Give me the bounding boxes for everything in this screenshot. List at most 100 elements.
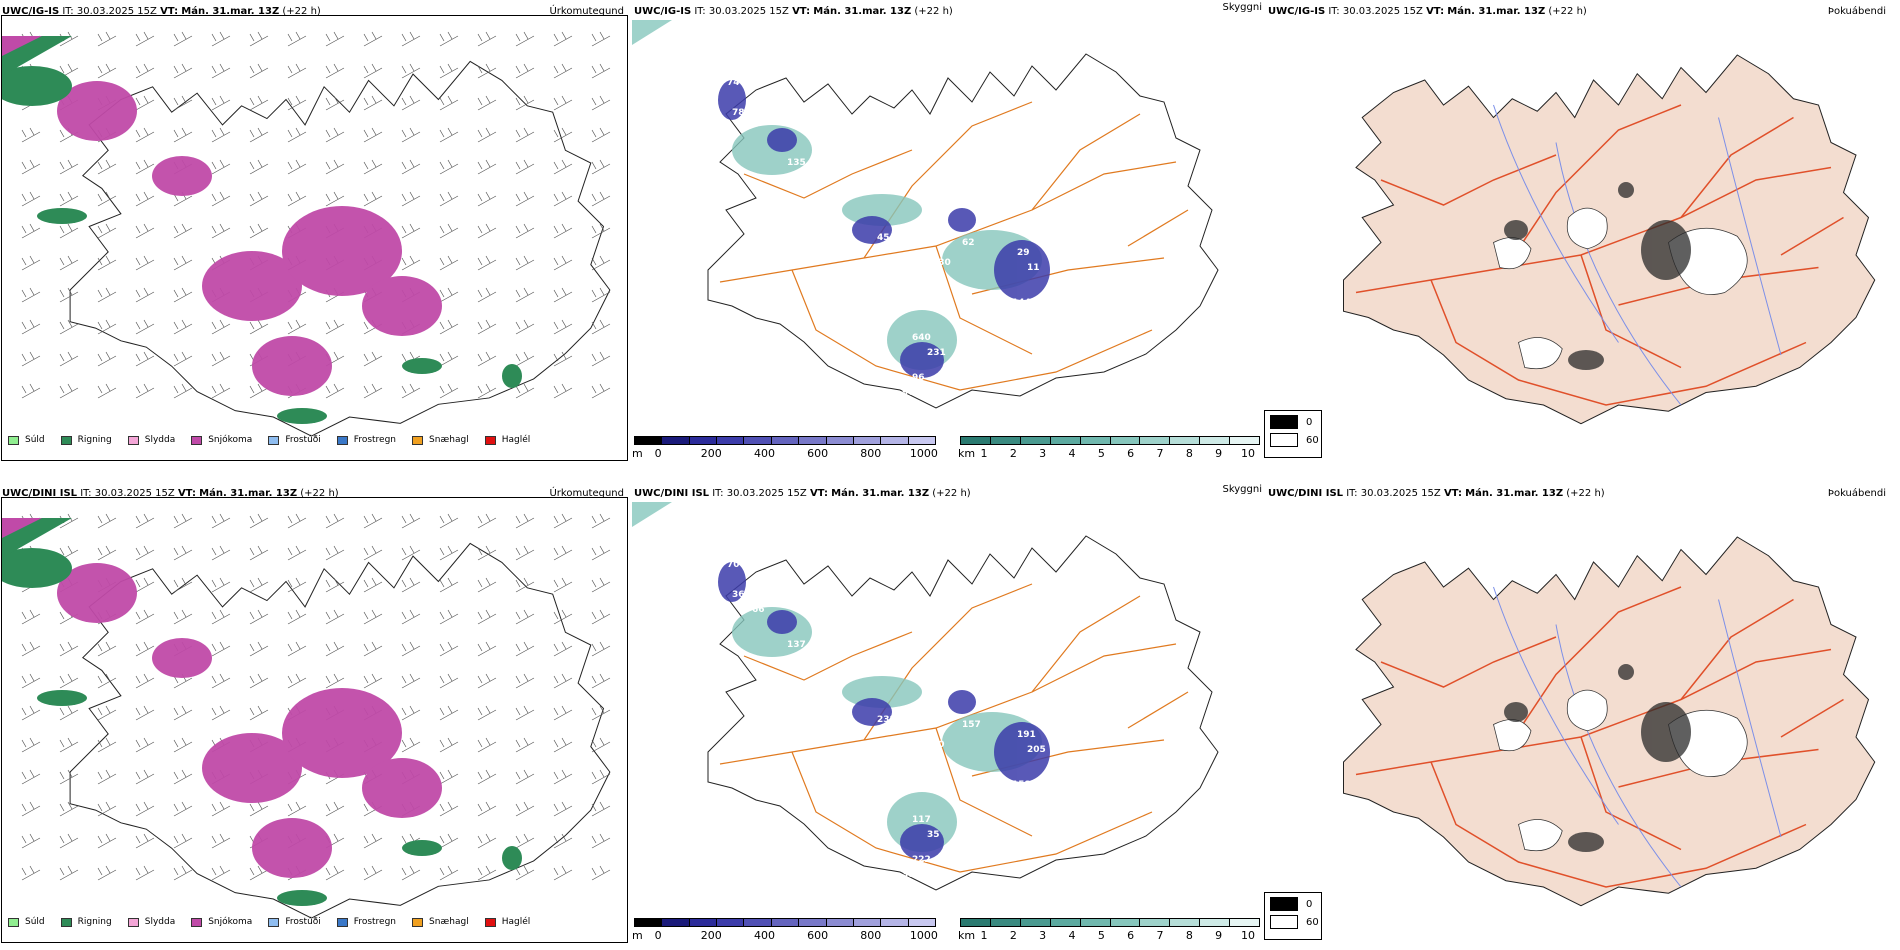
wind-barb [325, 319, 345, 335]
wind-barb [211, 191, 231, 207]
wind-barb [21, 127, 41, 143]
wind-barb [173, 577, 193, 593]
colorbar-tick: 10 [1241, 447, 1255, 460]
legend-item: Frostregn [336, 916, 396, 928]
wind-barb [325, 609, 345, 625]
wind-barb [401, 127, 421, 143]
wind-barb [325, 191, 345, 207]
legend-label: Rigning [77, 917, 112, 927]
wind-barb [325, 641, 345, 657]
wind-barb [287, 159, 307, 175]
wind-barb [591, 865, 611, 881]
colorbar-bin [1200, 437, 1231, 444]
colorbar-tick: 800 [860, 447, 882, 460]
panel-header: UWC/IG-IS IT: 30.03.2025 15Z VT: Mán. 31… [1268, 6, 1587, 17]
wind-barb [173, 127, 193, 143]
wind-barb [591, 769, 611, 785]
wind-barb [553, 95, 573, 111]
visibility-label: 130 [932, 258, 951, 268]
colorbar-strip [960, 436, 1260, 445]
colorbar-strip [634, 918, 936, 927]
wind-barb [173, 865, 193, 881]
wind-barb [135, 159, 155, 175]
wind-barb [439, 31, 459, 47]
colorbar-bin [908, 437, 935, 444]
wind-barb [249, 223, 269, 239]
colorbar-bin [1020, 919, 1051, 926]
fog-panel: UWC/IG-IS IT: 30.03.2025 15Z VT: Mán. 31… [1266, 0, 1900, 468]
legend-swatch [336, 917, 348, 927]
wind-barb [477, 513, 497, 529]
wind-barb [515, 63, 535, 79]
colorbar-tick: 8 [1185, 447, 1193, 460]
wind-barb [287, 641, 307, 657]
km-colorbar: km 1 2 3 4 5 6 7 8 9 10 [958, 918, 1260, 946]
precip-type-panel: UWC/DINI ISL IT: 30.03.2025 15Z VT: Mán.… [0, 482, 630, 950]
visibility-label: 45 [877, 233, 890, 243]
visibility-label: 98 [802, 660, 815, 670]
wind-barb [135, 95, 155, 111]
wind-barb [97, 255, 117, 271]
precip-map [2, 513, 611, 919]
wind-barb [325, 865, 345, 881]
wind-barb [515, 513, 535, 529]
wind-barb [553, 351, 573, 367]
wind-barb [249, 673, 269, 689]
wind-barb [325, 159, 345, 175]
precip-map-frame: Súld Rigning Slydda Snjókoma Frostúði Frostre… [1, 15, 628, 461]
wind-barb [477, 801, 497, 817]
wind-barb [135, 31, 155, 47]
wind-barb [591, 255, 611, 271]
colorbar-tick: 6 [1127, 929, 1135, 942]
wind-barb [135, 513, 155, 529]
colorbar-bin [961, 437, 991, 444]
wind-barb [363, 159, 383, 175]
wind-barb [439, 351, 459, 367]
wind-barb [173, 255, 193, 271]
wind-barb [439, 673, 459, 689]
wind-barb [21, 641, 41, 657]
panel-header: UWC/DINI ISL IT: 30.03.2025 15Z VT: Mán.… [1268, 488, 1605, 499]
wind-barb [59, 191, 79, 207]
wind-barb [477, 641, 497, 657]
visibility-panel: UWC/IG-IS IT: 30.03.2025 15Z VT: Mán. 31… [632, 0, 1264, 468]
precip-legend: Súld Rigning Slydda Snjókoma Frostúði Frostre… [8, 434, 546, 446]
wind-barb [477, 351, 497, 367]
wind-barb [591, 577, 611, 593]
wind-barb [135, 705, 155, 721]
wind-barb [477, 673, 497, 689]
wind-barb [97, 31, 117, 47]
wind-barb [287, 609, 307, 625]
wind-barb [135, 577, 155, 593]
colorbar-tick: 5 [1097, 447, 1105, 460]
wind-barb [173, 513, 193, 529]
wind-barb [477, 833, 497, 849]
wind-barb [439, 223, 459, 239]
wind-barb [173, 223, 193, 239]
legend-swatch [8, 917, 19, 927]
colorbar-tick: 400 [753, 929, 775, 942]
colorbar-unit: km [958, 447, 976, 460]
wind-barb [21, 769, 41, 785]
wind-barb [325, 127, 345, 143]
precip-type-panel: UWC/IG-IS IT: 30.03.2025 15Z VT: Mán. 31… [0, 0, 630, 468]
wind-barb [553, 609, 573, 625]
panel-title: Skyggni [1222, 484, 1262, 495]
wind-barb [401, 609, 421, 625]
wind-barb [553, 673, 573, 689]
wind-barb [477, 609, 497, 625]
wind-barb [515, 223, 535, 239]
wind-barb [477, 127, 497, 143]
cloud-base-legend: 0 60 [1264, 892, 1322, 940]
wind-barb [21, 865, 41, 881]
visibility-label: 74 [727, 78, 740, 88]
colorbar-tick: 400 [753, 447, 775, 460]
cloud-legend-label: 0 [1306, 898, 1313, 910]
wind-barb [59, 833, 79, 849]
legend-label: Snæhagl [429, 917, 469, 927]
cloud-legend-label: 0 [1306, 416, 1313, 428]
visibility-label: 288 [662, 710, 681, 720]
wind-barb [477, 319, 497, 335]
wind-barb [249, 865, 269, 881]
wind-barb [249, 513, 269, 529]
